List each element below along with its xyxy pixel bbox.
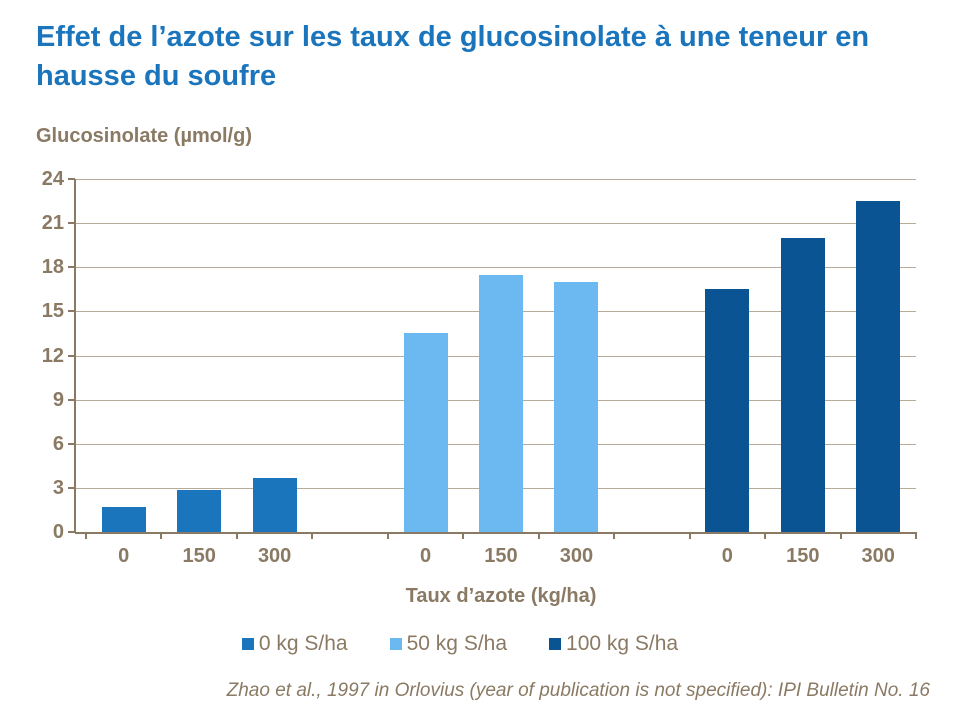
- x-tick-label: 300: [861, 545, 895, 567]
- legend-swatch: [549, 638, 562, 650]
- x-tick-label: 300: [559, 545, 594, 567]
- x-tick-mark: [914, 532, 917, 539]
- x-tick-label: 300: [257, 545, 292, 567]
- bar-100-kg-S/ha-N150: [780, 237, 825, 532]
- x-tick-mark: [311, 532, 314, 539]
- bar-0-kg-S/ha-N0: [101, 506, 146, 532]
- y-tick-mark: [68, 354, 75, 357]
- y-tick-mark: [68, 178, 75, 180]
- legend-label: 0 kg S/ha: [258, 632, 348, 655]
- y-tick-mark: [68, 531, 75, 533]
- gridline: [75, 179, 916, 180]
- x-tick-label: 0: [419, 545, 432, 567]
- y-tick-label: 6: [52, 432, 64, 455]
- bar-50-kg-S/ha-N150: [478, 274, 523, 532]
- bar-50-kg-S/ha-N300: [554, 281, 599, 532]
- x-tick-label: 0: [721, 545, 733, 567]
- y-tick-label: 21: [41, 212, 64, 235]
- y-tick-label: 3: [52, 476, 64, 499]
- bar-100-kg-S/ha-N300: [856, 201, 901, 532]
- x-tick-mark: [764, 532, 767, 539]
- x-tick-mark: [160, 532, 163, 539]
- x-tick-mark: [688, 532, 691, 539]
- bar-0-kg-S/ha-N150: [177, 490, 222, 532]
- x-tick-mark: [613, 532, 616, 539]
- y-tick-label: 24: [41, 168, 64, 190]
- x-tick-mark: [85, 532, 87, 539]
- x-axis-title: Taux d’azote (kg/ha): [405, 585, 597, 607]
- chart-title: Effet de l’azote sur les taux de glucosi…: [36, 21, 870, 92]
- y-tick-mark: [68, 310, 75, 313]
- y-tick-label: 12: [41, 344, 64, 367]
- legend-swatch: [241, 638, 254, 650]
- bar-50-kg-S/ha-N0: [403, 333, 448, 532]
- caption: Zhao et al., 1997 in Orlovius (year of p…: [226, 680, 930, 701]
- x-tick-mark: [462, 532, 465, 539]
- bar-0-kg-S/ha-N300: [252, 478, 297, 532]
- y-tick-mark: [68, 486, 75, 489]
- x-tick-label: 150: [182, 545, 216, 567]
- legend-label: 50 kg S/ha: [406, 632, 508, 655]
- y-tick-mark: [68, 442, 75, 445]
- y-tick-mark: [68, 222, 75, 225]
- legend-swatch: [389, 638, 402, 650]
- x-tick-mark: [537, 532, 540, 539]
- legend: 0 kg S/ha 50 kg S/ha 100 kg S/ha: [0, 632, 920, 656]
- gridline: [75, 223, 916, 225]
- legend-item: 0 kg S/ha: [241, 632, 348, 656]
- legend-label: 100 kg S/ha: [566, 632, 679, 655]
- x-tick-mark: [839, 532, 842, 539]
- y-axis-line: [74, 179, 76, 532]
- y-tick-mark: [68, 398, 75, 401]
- y-tick-label: 18: [41, 256, 64, 279]
- gridline: [75, 267, 916, 269]
- y-tick-label: 0: [52, 521, 64, 543]
- x-tick-mark: [235, 532, 238, 539]
- y-axis-title: Glucosinolate (µmol/g): [36, 125, 252, 147]
- x-axis-line: [75, 532, 916, 534]
- x-tick-label: 150: [786, 545, 820, 567]
- x-tick-mark: [386, 532, 389, 539]
- x-tick-label: 0: [118, 545, 130, 567]
- y-tick-label: 15: [41, 300, 64, 323]
- bar-100-kg-S/ha-N0: [705, 289, 750, 532]
- y-tick-mark: [68, 266, 75, 269]
- legend-item: 100 kg S/ha: [549, 632, 678, 656]
- y-tick-label: 9: [52, 388, 64, 411]
- legend-item: 50 kg S/ha: [389, 632, 508, 656]
- x-tick-label: 150: [484, 545, 518, 567]
